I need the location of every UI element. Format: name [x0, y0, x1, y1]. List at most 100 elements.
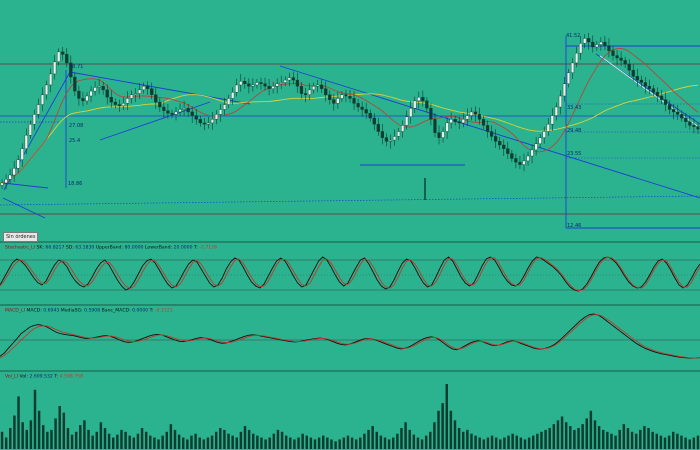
volume-bar[interactable]	[470, 433, 473, 449]
volume-bar[interactable]	[136, 433, 140, 449]
volume-bar[interactable]	[264, 439, 267, 449]
volume-bar[interactable]	[293, 439, 296, 449]
volume-bar[interactable]	[87, 429, 90, 449]
candle-body[interactable]	[542, 131, 546, 138]
volume-bar[interactable]	[494, 437, 498, 449]
candle-body[interactable]	[570, 62, 575, 73]
candle-body[interactable]	[538, 137, 542, 144]
volume-bar[interactable]	[375, 431, 378, 449]
volume-bar[interactable]	[25, 429, 28, 449]
candle-body[interactable]	[684, 117, 688, 122]
candle-body[interactable]	[413, 100, 417, 109]
volume-bar[interactable]	[383, 437, 387, 449]
volume-bar[interactable]	[672, 431, 675, 449]
candle-body[interactable]	[198, 119, 202, 124]
candle-body[interactable]	[433, 119, 437, 133]
volume-bar[interactable]	[161, 435, 164, 449]
volume-bar[interactable]	[466, 429, 469, 449]
candle-body[interactable]	[271, 85, 275, 89]
volume-bar[interactable]	[523, 439, 527, 449]
volume-bar[interactable]	[445, 384, 448, 449]
volume-bar[interactable]	[173, 429, 177, 449]
candle-body[interactable]	[73, 76, 77, 92]
volume-bar[interactable]	[309, 437, 313, 449]
candle-body[interactable]	[133, 93, 138, 95]
candle-body[interactable]	[372, 117, 376, 125]
volume-bar[interactable]	[198, 437, 201, 449]
candle-body[interactable]	[672, 109, 676, 113]
volume-bar[interactable]	[247, 429, 251, 449]
volume-bar[interactable]	[416, 437, 420, 449]
candle-body[interactable]	[364, 109, 368, 114]
candle-body[interactable]	[655, 92, 660, 97]
candle-body[interactable]	[307, 89, 312, 95]
volume-bar[interactable]	[474, 435, 477, 449]
volume-bar[interactable]	[116, 434, 119, 449]
volume-bar[interactable]	[322, 435, 325, 449]
candle-body[interactable]	[546, 123, 550, 132]
candle-body[interactable]	[12, 168, 16, 176]
volume-bar[interactable]	[490, 435, 494, 449]
candle-body[interactable]	[494, 136, 498, 142]
trendline[interactable]	[2, 197, 46, 219]
volume-bar[interactable]	[503, 437, 506, 449]
volume-bar[interactable]	[602, 429, 605, 449]
candle-body[interactable]	[202, 122, 206, 125]
candle-body[interactable]	[352, 98, 356, 104]
volume-bar[interactable]	[91, 435, 94, 449]
volume-bar[interactable]	[548, 427, 551, 449]
volume-bar[interactable]	[17, 396, 20, 449]
candle-body[interactable]	[461, 119, 465, 124]
candle-body[interactable]	[320, 84, 324, 89]
candle-body[interactable]	[263, 83, 267, 87]
volume-bar[interactable]	[330, 439, 333, 449]
volume-bar[interactable]	[478, 437, 481, 449]
candle-body[interactable]	[283, 79, 287, 83]
volume-bar[interactable]	[544, 429, 547, 449]
candle-body[interactable]	[376, 123, 380, 132]
candle-body[interactable]	[267, 85, 271, 89]
volume-bar[interactable]	[622, 424, 626, 449]
volume-bar[interactable]	[239, 431, 243, 449]
volume-bar[interactable]	[46, 431, 49, 449]
candle-body[interactable]	[239, 81, 243, 86]
candle-body[interactable]	[190, 111, 194, 116]
volume-bar[interactable]	[342, 437, 346, 449]
volume-bar[interactable]	[630, 431, 634, 449]
volume-bar[interactable]	[486, 437, 490, 449]
volume-bar[interactable]	[50, 429, 53, 449]
candle-body[interactable]	[392, 136, 397, 141]
volume-bar[interactable]	[359, 437, 362, 449]
volume-bar[interactable]	[655, 433, 658, 449]
volume-bar[interactable]	[37, 410, 41, 449]
candle-body[interactable]	[485, 125, 490, 132]
candle-body[interactable]	[97, 85, 101, 88]
volume-bar[interactable]	[634, 433, 638, 449]
volume-bar[interactable]	[396, 433, 399, 449]
candle-body[interactable]	[61, 51, 65, 55]
candle-body[interactable]	[506, 148, 510, 154]
candle-body[interactable]	[688, 121, 692, 126]
volume-bar[interactable]	[482, 439, 486, 449]
volume-bar[interactable]	[194, 433, 197, 449]
volume-bar[interactable]	[243, 426, 247, 449]
volume-bar[interactable]	[647, 427, 650, 449]
candle-body[interactable]	[384, 137, 389, 142]
volume-bar[interactable]	[692, 437, 696, 449]
candle-body[interactable]	[316, 84, 320, 87]
volume-bar[interactable]	[651, 431, 654, 449]
candle-body[interactable]	[680, 114, 684, 119]
candle-body[interactable]	[453, 119, 457, 122]
candle-body[interactable]	[287, 77, 291, 81]
candle-body[interactable]	[222, 104, 227, 110]
candle-body[interactable]	[611, 50, 615, 56]
candle-body[interactable]	[170, 112, 174, 115]
candle-body[interactable]	[137, 89, 142, 94]
volume-bar[interactable]	[424, 435, 428, 449]
volume-bar[interactable]	[223, 429, 226, 449]
volume-bar[interactable]	[581, 424, 584, 449]
candle-body[interactable]	[291, 77, 295, 81]
macd-panel[interactable]	[0, 313, 700, 359]
candle-body[interactable]	[676, 111, 680, 115]
